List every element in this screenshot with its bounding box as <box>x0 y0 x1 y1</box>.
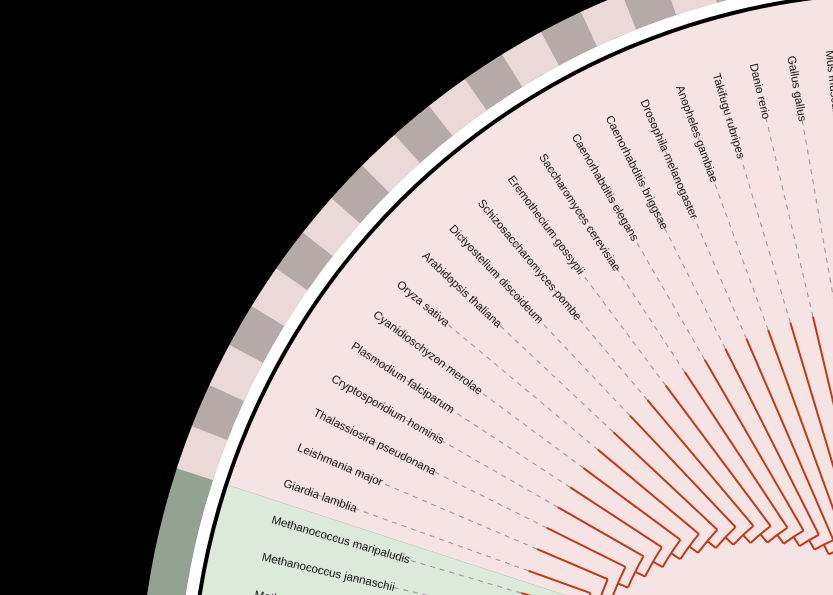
branch-radial <box>629 414 737 528</box>
outer-ring-segment <box>464 54 523 111</box>
connector-line <box>338 381 559 508</box>
branch-radial <box>546 526 626 568</box>
outer-ring-group <box>147 0 728 595</box>
connector-line <box>578 141 706 361</box>
connector-line <box>717 81 791 323</box>
connector-line <box>754 71 814 317</box>
branch-radial <box>670 552 681 561</box>
branch-arc <box>766 526 788 544</box>
branch-radial <box>808 539 816 551</box>
outer-ring-segment <box>302 198 360 257</box>
branch-radial <box>582 467 682 541</box>
branch-radial <box>789 322 833 469</box>
branch-radial <box>792 536 801 547</box>
connector-lines <box>269 58 833 595</box>
outer-ring-segment <box>540 11 598 66</box>
outer-ring-segment <box>251 268 308 326</box>
branch-arc <box>814 539 833 551</box>
branch-radial <box>597 448 700 535</box>
connector-line <box>484 206 648 401</box>
separator-ring <box>185 0 787 595</box>
outer-ring-segment <box>580 0 637 47</box>
inner-sector-eukaryota <box>228 0 833 595</box>
connector-line <box>321 415 548 529</box>
branch-arc <box>600 578 609 595</box>
connector-line <box>380 317 584 469</box>
outer-ring-segment <box>362 134 421 193</box>
outer-ring-segment <box>191 385 245 441</box>
connector-line <box>611 123 726 349</box>
branch-radial <box>569 486 663 549</box>
inner-sector-archaea <box>201 485 565 595</box>
branch-arc <box>828 551 833 556</box>
connector-line <box>404 287 599 451</box>
branch-radial <box>683 371 789 529</box>
branch-radial <box>664 384 772 527</box>
connector-line <box>305 449 538 550</box>
connector-line <box>646 107 747 339</box>
outer-ring-segment <box>716 0 728 3</box>
outer-ring-segment <box>176 426 228 481</box>
branch-radial <box>703 359 805 532</box>
branch-arc <box>644 546 663 578</box>
outer-ring-segment <box>209 344 263 401</box>
branch-radial <box>634 570 646 578</box>
branch-radial <box>745 338 833 541</box>
branch-radial <box>742 534 752 544</box>
outer-ring-segment <box>331 165 390 224</box>
outer-ring-segment <box>394 105 453 164</box>
branch-radial <box>812 316 833 406</box>
branch-radial <box>528 569 591 595</box>
connector-line <box>681 93 769 331</box>
taxon-label: Mus musculus <box>823 50 833 125</box>
outer-ring-segment <box>671 0 717 15</box>
connector-line <box>514 183 667 386</box>
branch-radial <box>557 506 645 558</box>
branch-radial <box>822 544 830 555</box>
connector-line <box>456 232 631 416</box>
connector-line <box>791 63 833 299</box>
outer-ring-segment <box>428 79 487 136</box>
branch-radial <box>536 548 609 581</box>
outer-ring-band-archaea <box>147 468 213 595</box>
connector-line <box>291 485 529 572</box>
branch-radial <box>706 540 717 549</box>
inner-sector-group <box>201 0 833 595</box>
outer-ring-segment <box>276 232 333 291</box>
connector-line <box>545 161 686 373</box>
outer-ring-segment <box>502 32 560 87</box>
outer-ring-segment <box>624 0 677 30</box>
branch-radial <box>759 533 769 544</box>
branch-radial <box>688 545 699 554</box>
connector-line <box>358 349 571 488</box>
branch-radial <box>724 348 820 536</box>
branch-radial <box>652 560 664 569</box>
branch-radial <box>646 399 755 527</box>
branch-radial <box>767 329 833 512</box>
connector-line <box>279 521 522 594</box>
connector-line <box>429 259 614 433</box>
branch-radial <box>724 536 735 546</box>
tree-branches <box>520 316 833 595</box>
branch-radial <box>617 582 629 589</box>
branch-arc <box>627 555 645 589</box>
branch-radial <box>612 431 719 531</box>
outer-ring-segment <box>229 306 285 363</box>
branch-radial <box>776 534 785 545</box>
